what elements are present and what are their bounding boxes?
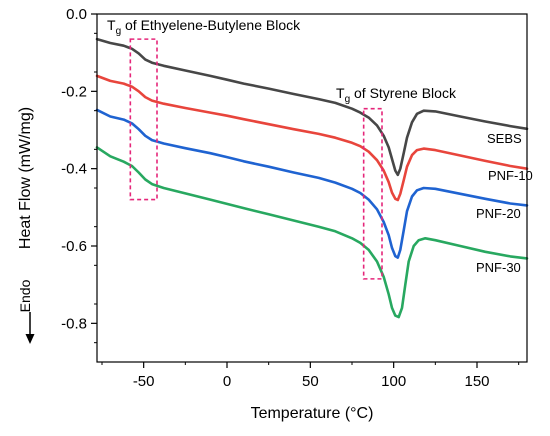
endo-label: Endo <box>17 279 33 312</box>
x-axis-title: Temperature (°C) <box>251 405 374 422</box>
y-axis-title: Heat Flow (mW/mg) <box>17 107 34 249</box>
x-tick-label: 100 <box>381 373 406 390</box>
x-tick-label: 0 <box>223 373 231 390</box>
y-tick-label: -0.6 <box>61 238 87 255</box>
x-tick-label: 50 <box>302 373 319 390</box>
label-layer: Temperature (°C) Heat Flow (mW/mg) Endo SEB… <box>17 17 533 422</box>
y-tick-label: -0.2 <box>61 83 87 100</box>
series-layer <box>95 37 529 319</box>
y-tick-label: 0.0 <box>66 6 87 23</box>
y-tick-label: -0.4 <box>61 161 87 178</box>
y-tick-label: -0.8 <box>61 315 87 332</box>
x-tick-label: -50 <box>133 373 155 390</box>
tg-annotation-1: Tg of Ethyelene-Butylene Block <box>107 17 301 37</box>
tg-highlight-box-2 <box>362 107 383 280</box>
series-label-pnf-30: PNF-30 <box>476 260 521 275</box>
tg-annotation-2: Tg of Styrene Block <box>336 85 457 105</box>
annotation-layer <box>129 38 383 280</box>
series-line-pnf-30 <box>95 146 529 319</box>
x-tick-label: 150 <box>464 373 489 390</box>
series-line-sebs <box>95 37 529 177</box>
endo-arrow-head <box>25 334 35 344</box>
tg-highlight-box-1 <box>129 38 158 201</box>
series-line-pnf-10 <box>95 74 529 202</box>
axes-layer: -50 0 50 100 150 0.0 -0.2 -0.4 -0.6 -0.8 <box>61 6 528 390</box>
series-label-pnf-10: PNF-10 <box>488 168 533 183</box>
series-line-pnf-20 <box>95 108 529 259</box>
series-label-pnf-20: PNF-20 <box>476 206 521 221</box>
series-label-sebs: SEBS <box>487 131 522 146</box>
